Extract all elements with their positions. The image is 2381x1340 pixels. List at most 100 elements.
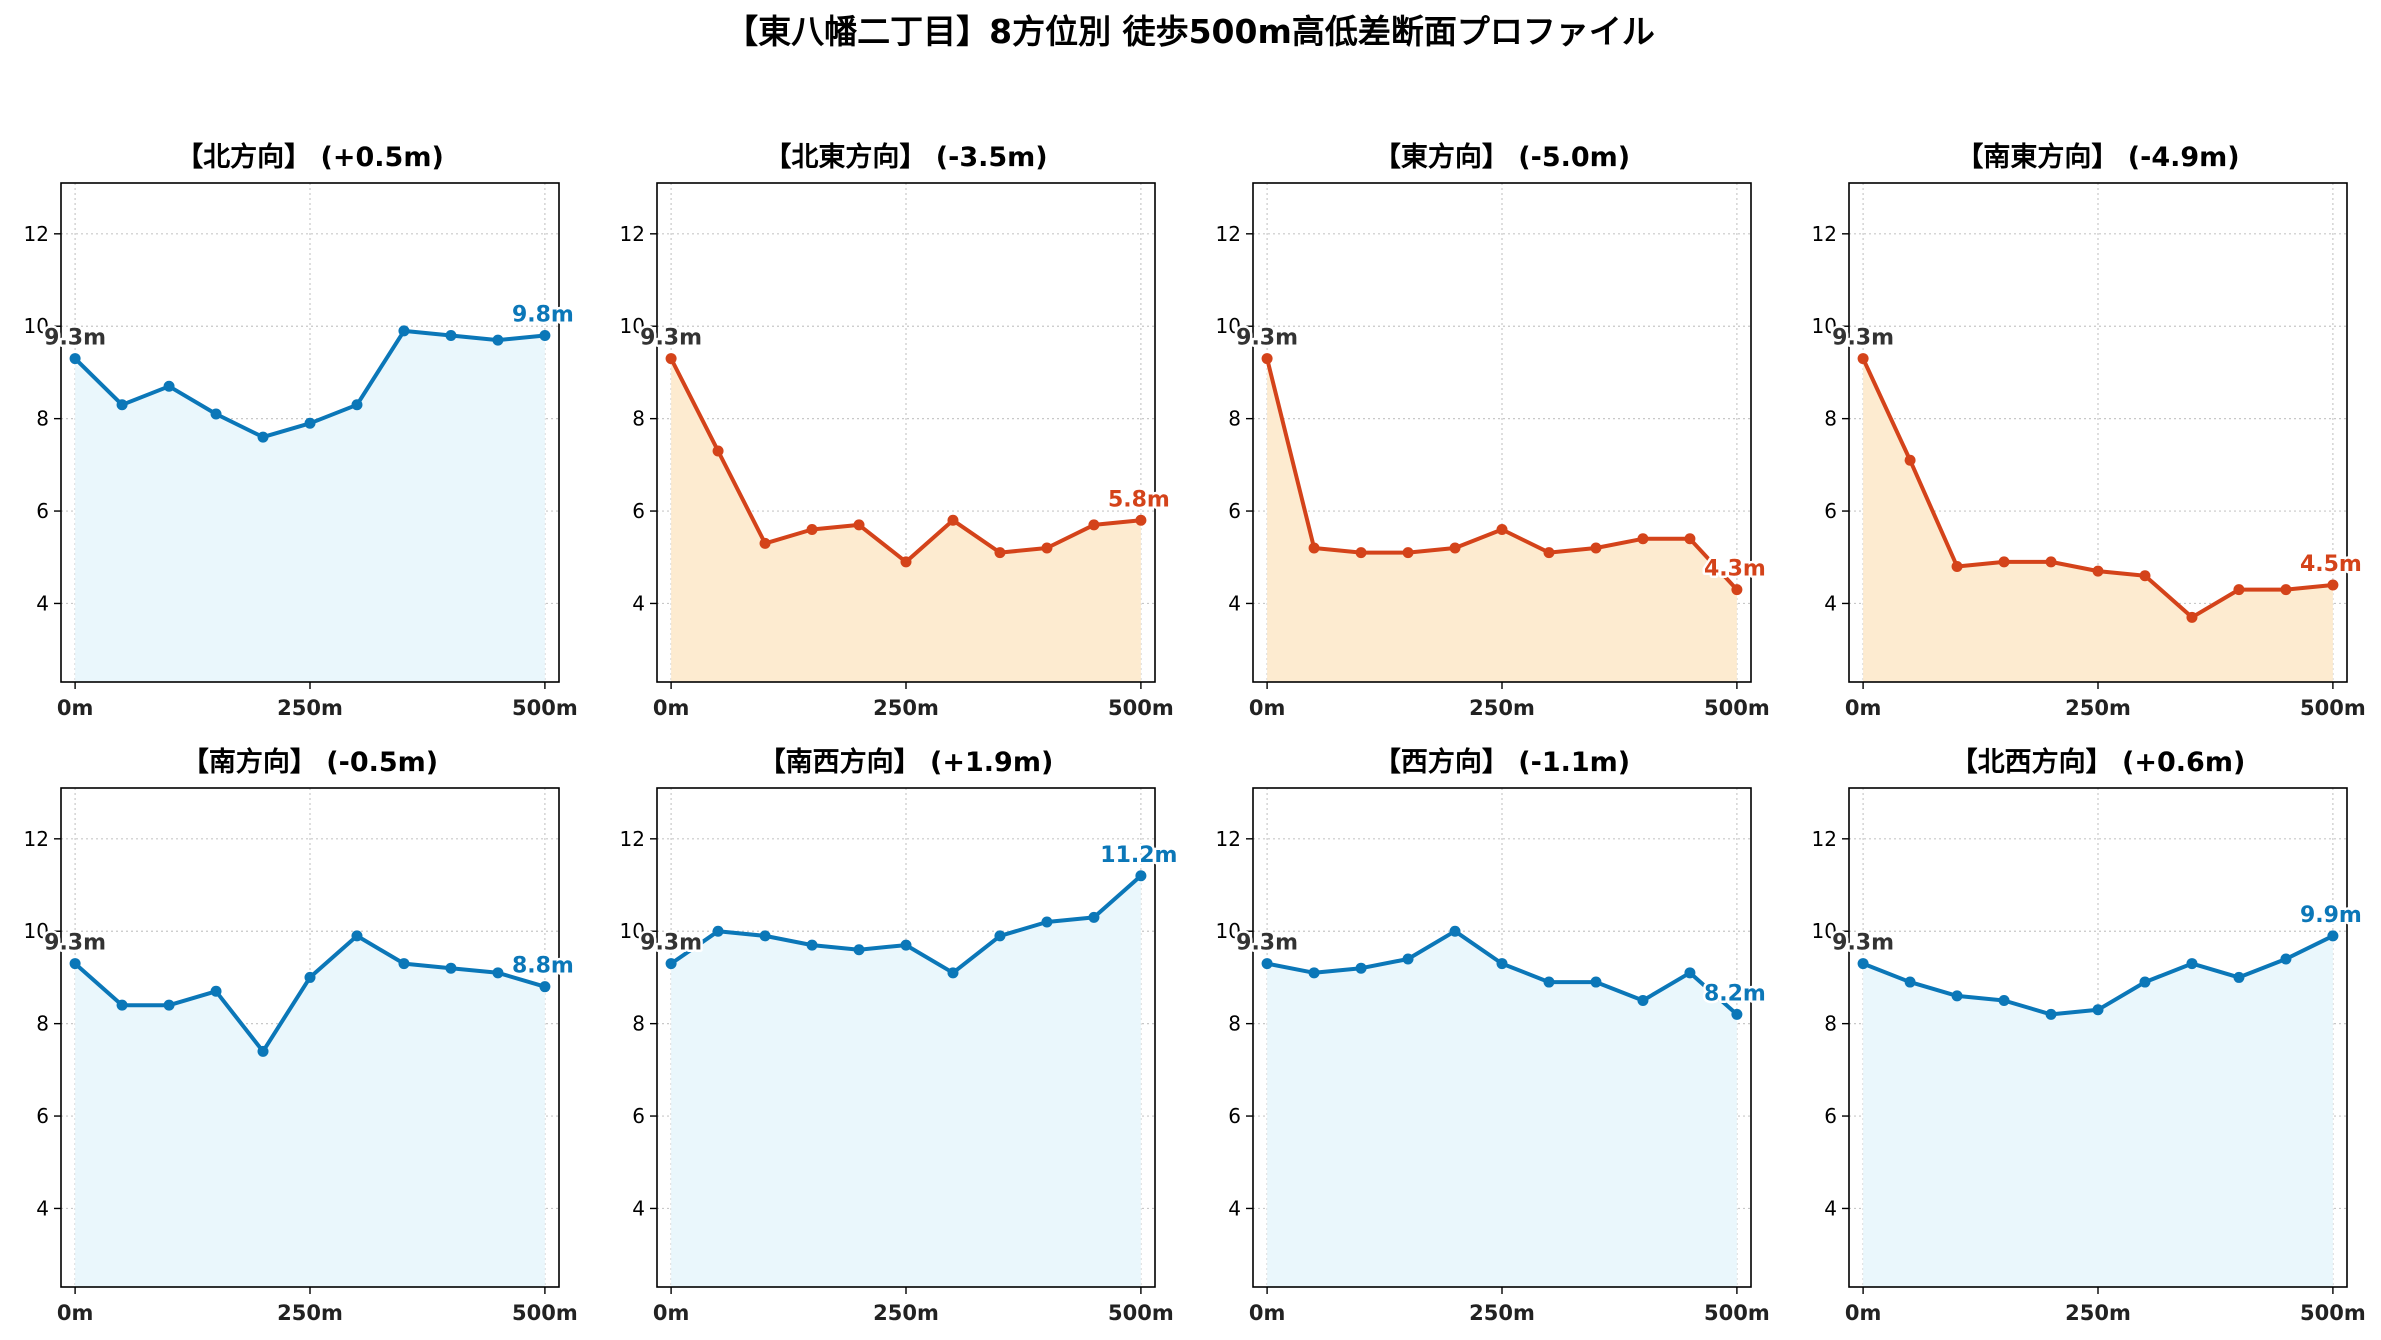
data-point xyxy=(806,939,818,951)
x-tick-label: 0m xyxy=(1845,1301,1882,1325)
data-point xyxy=(2092,1004,2104,1016)
x-tick-label: 250m xyxy=(277,696,343,720)
y-tick-label: 4 xyxy=(632,1196,645,1220)
data-point xyxy=(2233,971,2245,983)
start-elevation-label: 9.3m xyxy=(1832,931,1894,956)
data-point xyxy=(2327,579,2339,591)
data-point xyxy=(1308,967,1320,979)
y-tick-label: 4 xyxy=(1824,1196,1837,1220)
x-tick-label: 250m xyxy=(2065,1301,2131,1325)
data-point xyxy=(759,930,771,942)
data-points xyxy=(1261,925,1743,1020)
data-point xyxy=(1951,990,1963,1002)
data-point xyxy=(2327,930,2339,942)
data-points xyxy=(665,870,1147,979)
data-points xyxy=(1261,353,1743,596)
y-tick-label: 8 xyxy=(36,407,49,431)
y-tick-label: 6 xyxy=(1228,499,1241,523)
data-point xyxy=(1449,925,1461,937)
y-tick-label: 10 xyxy=(1216,314,1241,338)
data-point xyxy=(1731,584,1743,596)
data-point xyxy=(351,399,363,411)
subplot-1: 【北方向】 (+0.5m) 4 6 8 10 12 0m 250m 500m 9.3m 9.8m xyxy=(24,141,578,720)
data-point xyxy=(69,353,81,365)
data-point xyxy=(398,325,410,337)
y-tick-label: 10 xyxy=(24,919,49,943)
data-point xyxy=(2186,958,2198,970)
subplot-title: 【北方向】 (+0.5m) xyxy=(176,141,444,173)
data-point xyxy=(900,556,912,568)
data-point xyxy=(1496,958,1508,970)
start-elevation-label: 9.3m xyxy=(1236,326,1298,351)
data-point xyxy=(1998,556,2010,568)
data-point xyxy=(1308,542,1320,554)
data-point xyxy=(1904,976,1916,988)
y-tick-label: 12 xyxy=(1216,222,1241,246)
data-point xyxy=(853,944,865,956)
data-point xyxy=(69,958,81,970)
y-tick-label: 8 xyxy=(1824,1012,1837,1036)
data-point xyxy=(492,334,504,346)
end-elevation-label: 4.3m xyxy=(1704,557,1766,582)
data-point xyxy=(2280,584,2292,596)
y-tick-label: 10 xyxy=(1812,314,1837,338)
subplot-6: 【南西方向】 (+1.9m) 4 6 8 10 12 0m 250m 500m 9.3m 11.2m xyxy=(620,746,1180,1325)
data-point xyxy=(163,380,175,392)
end-elevation-label: 4.5m xyxy=(2300,552,2362,577)
data-points xyxy=(69,930,551,1057)
data-point xyxy=(712,445,724,457)
y-tick-label: 4 xyxy=(36,591,49,615)
data-point xyxy=(304,971,316,983)
end-elevation-label: 11.2m xyxy=(1100,843,1177,868)
y-tick-label: 6 xyxy=(632,1104,645,1128)
data-point xyxy=(806,524,818,536)
subplot-title: 【北西方向】 (+0.6m) xyxy=(1951,746,2246,778)
y-tick-label: 4 xyxy=(36,1196,49,1220)
y-tick-label: 6 xyxy=(1228,1104,1241,1128)
data-points xyxy=(69,325,551,443)
data-point xyxy=(994,547,1006,559)
data-point xyxy=(1402,547,1414,559)
data-point xyxy=(1731,1008,1743,1020)
start-elevation-label: 9.3m xyxy=(44,931,106,956)
x-tick-label: 0m xyxy=(653,696,690,720)
data-point xyxy=(665,958,677,970)
subplot-title: 【南東方向】 (-4.9m) xyxy=(1956,141,2239,173)
subplot-title: 【北東方向】 (-3.5m) xyxy=(764,141,1047,173)
data-point xyxy=(2186,611,2198,623)
data-point xyxy=(1088,519,1100,531)
area-fill xyxy=(75,935,545,1287)
data-point xyxy=(2045,1008,2057,1020)
data-point xyxy=(1998,995,2010,1007)
y-tick-label: 6 xyxy=(632,499,645,523)
data-point xyxy=(1261,958,1273,970)
subplot-5: 【南方向】 (-0.5m) 4 6 8 10 12 0m 250m 500m 9.3m 8.8m xyxy=(24,746,578,1325)
x-tick-label: 500m xyxy=(2300,696,2366,720)
data-point xyxy=(1543,547,1555,559)
y-tick-label: 8 xyxy=(1228,407,1241,431)
y-tick-label: 4 xyxy=(632,591,645,615)
y-tick-label: 10 xyxy=(620,919,645,943)
x-tick-label: 0m xyxy=(1249,1301,1286,1325)
data-point xyxy=(116,999,128,1011)
y-tick-label: 8 xyxy=(1228,1012,1241,1036)
data-points xyxy=(665,353,1147,568)
x-tick-label: 0m xyxy=(57,696,94,720)
data-point xyxy=(2092,565,2104,577)
area-fill xyxy=(75,330,545,682)
y-tick-label: 12 xyxy=(1812,222,1837,246)
y-tick-label: 6 xyxy=(36,499,49,523)
data-point xyxy=(1637,995,1649,1007)
y-tick-label: 12 xyxy=(24,827,49,851)
data-point xyxy=(665,353,677,365)
data-point xyxy=(1041,916,1053,928)
data-point xyxy=(1088,911,1100,923)
data-point xyxy=(163,999,175,1011)
subplot-8: 【北西方向】 (+0.6m) 4 6 8 10 12 0m 250m 500m 9.3m 9.9m xyxy=(1812,746,2366,1325)
data-point xyxy=(994,930,1006,942)
subplot-7: 【西方向】 (-1.1m) 4 6 8 10 12 0m 250m 500m 9.3m 8.2m xyxy=(1216,746,1770,1325)
data-point xyxy=(210,985,222,997)
data-point xyxy=(900,939,912,951)
data-point xyxy=(539,981,551,993)
data-point xyxy=(947,967,959,979)
